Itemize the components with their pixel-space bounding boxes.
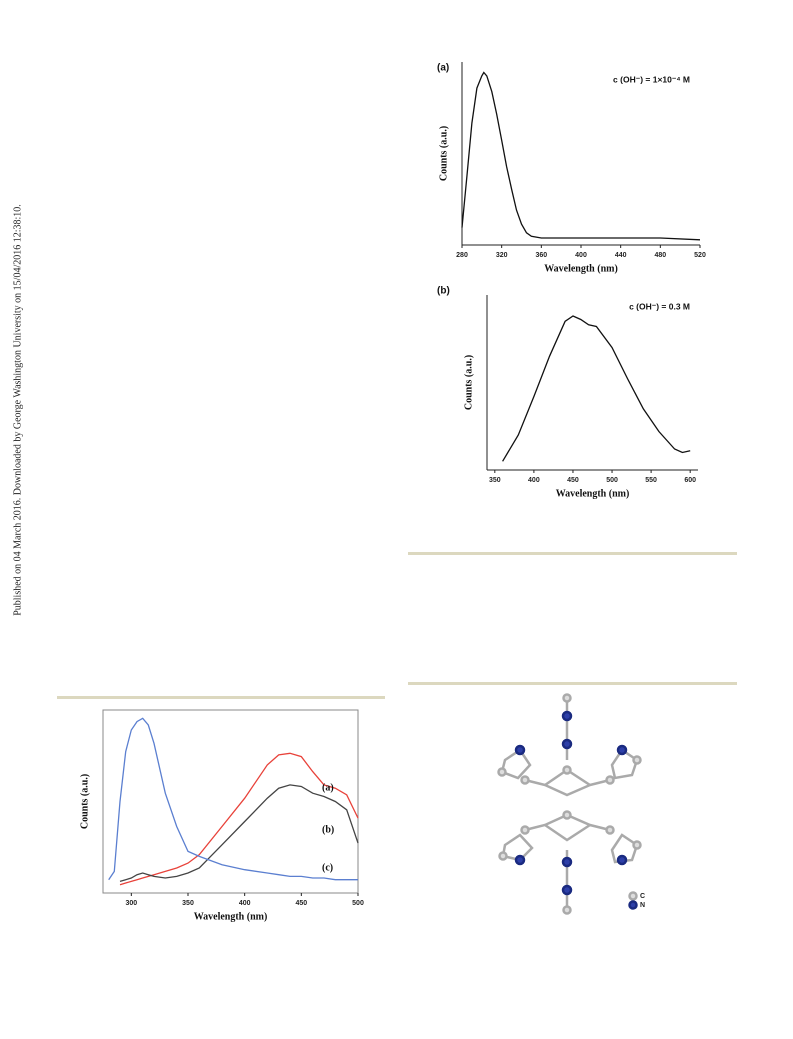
x-tick-label: 350 [489, 477, 501, 484]
x-tick-label: 400 [239, 900, 251, 907]
data-line [108, 717, 358, 881]
x-tick-label: 400 [528, 477, 540, 484]
x-tick-label: 500 [352, 900, 364, 907]
x-tick-label: 500 [606, 477, 618, 484]
x-axis-label: Wavelength (nm) [544, 263, 618, 274]
x-tick-label: 440 [615, 252, 627, 259]
panel-label: (b) [437, 286, 450, 297]
legend-label: (b) [322, 824, 334, 835]
x-tick-label: 550 [645, 477, 657, 484]
panel-label: (a) [437, 63, 449, 74]
x-tick-label: 450 [295, 900, 307, 907]
data-line [461, 71, 701, 241]
y-axis-label: Counts (a.u.) [438, 126, 449, 181]
x-tick-label: 480 [654, 252, 666, 259]
annotation: c (OH⁻) = 0.3 M [629, 301, 690, 311]
data-line [119, 784, 359, 883]
legend-label: (a) [322, 782, 334, 793]
y-axis-label: Counts (a.u.) [79, 774, 90, 829]
x-axis-label: Wavelength (nm) [556, 488, 630, 499]
x-axis-label: Wavelength (nm) [194, 911, 268, 922]
y-axis-label: Counts (a.u.) [463, 355, 474, 410]
legend-label: (c) [322, 862, 333, 873]
legend-c: C [640, 893, 645, 900]
x-tick-label: 400 [575, 252, 587, 259]
x-tick-label: 300 [125, 900, 137, 907]
x-tick-label: 350 [182, 900, 194, 907]
rule [408, 552, 737, 555]
x-tick-label: 600 [684, 477, 696, 484]
download-notice: Published on 04 March 2016. Downloaded b… [12, 204, 23, 616]
legend-n: N [640, 902, 645, 909]
x-tick-label: 520 [694, 252, 706, 259]
x-tick-label: 320 [496, 252, 508, 259]
rule [408, 682, 737, 685]
annotation: c (OH⁻) = 1×10⁻⁴ M [613, 74, 690, 84]
x-tick-label: 450 [567, 477, 579, 484]
data-line [502, 315, 691, 462]
plot-frame [102, 709, 359, 894]
rule [57, 696, 385, 699]
data-line [119, 752, 359, 886]
crystal-structure [497, 693, 642, 915]
x-tick-label: 360 [535, 252, 547, 259]
x-tick-label: 280 [456, 252, 468, 259]
